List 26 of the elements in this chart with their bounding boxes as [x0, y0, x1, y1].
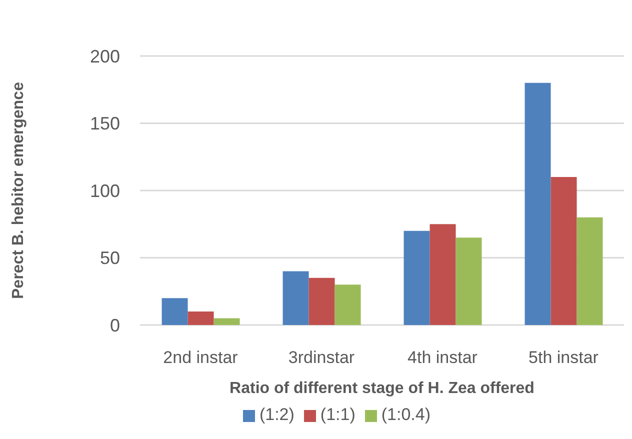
x-axis-title: Ratio of different stage of H. Zea offered — [230, 380, 534, 397]
bar — [524, 82, 551, 325]
bar — [430, 224, 456, 325]
bar — [576, 217, 603, 325]
x-tick-label: 2nd instar — [163, 348, 238, 368]
legend-label: (1:2) — [259, 405, 294, 424]
bar — [308, 278, 335, 325]
bar — [550, 177, 577, 325]
bar — [334, 284, 361, 325]
bar — [214, 318, 240, 325]
y-tick-label: 150 — [90, 114, 120, 134]
bar — [404, 230, 430, 325]
y-tick-label: 0 — [110, 315, 120, 336]
x-tick-label: 3rdinstar — [288, 348, 355, 368]
bar — [456, 238, 482, 325]
y-tick-label: 100 — [90, 180, 120, 201]
y-axis-title: Perect B. hebitor emergence — [10, 82, 26, 299]
bar — [162, 298, 188, 325]
y-tick-label: 200 — [90, 46, 120, 66]
legend-label: (1:1) — [320, 405, 356, 424]
y-tick-label: 50 — [100, 248, 120, 268]
legend-label: (1:0.4) — [381, 405, 431, 424]
bar — [282, 271, 309, 325]
x-tick-label: 4th instar — [408, 348, 478, 368]
x-tick-label: 5th instar — [528, 348, 599, 368]
bar — [188, 312, 214, 325]
